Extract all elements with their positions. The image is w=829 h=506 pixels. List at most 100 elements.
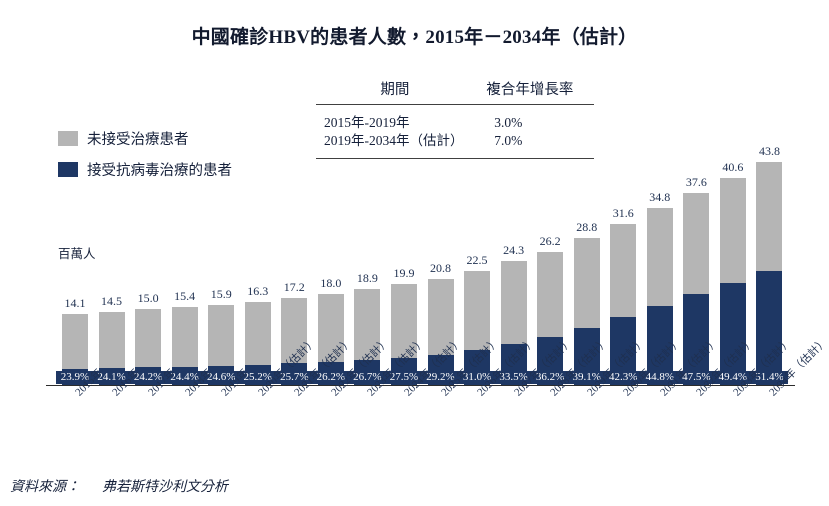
stacked-bar: 24.6% [202, 304, 241, 386]
stacked-bar: 23.9% [56, 313, 94, 386]
bar-total-label: 22.5 [466, 252, 488, 267]
bar-percent-label: 26.2% [311, 370, 350, 384]
bar-total-label: 19.9 [393, 266, 415, 281]
legend-swatch-icon-untreated [58, 131, 78, 146]
bar-percent-label: 31.0% [458, 370, 497, 384]
bar-total-label: 15.0 [137, 291, 159, 306]
source-value: 弗若斯特沙利文分析 [102, 480, 228, 495]
bar-segment-treated: 24.1% [92, 368, 131, 386]
stacked-bar: 24.4% [165, 307, 204, 386]
bar-segment-treated: 26.2% [311, 361, 350, 386]
bar-segment-untreated [62, 313, 88, 369]
stacked-bar: 49.4% [713, 177, 752, 386]
bar-segment-treated: 26.7% [348, 360, 387, 386]
bar-segment-treated: 24.2% [129, 367, 168, 386]
chart-legend: 未接受治療患者 接受抗病毒治療的患者 [58, 128, 232, 190]
bar-total-label: 24.3 [503, 243, 525, 258]
bar-total-label: 17.2 [283, 279, 305, 294]
bar-percent-label: 24.1% [92, 370, 131, 384]
bar-segment-untreated [208, 304, 235, 366]
cagr-table: 期間 複合年增長率 2015年-2019年 3.0% 2019年-2034年（估… [316, 78, 594, 159]
bar-total-label: 37.6 [685, 175, 707, 190]
legend-item-treated: 接受抗病毒治療的患者 [58, 159, 232, 180]
bar-segment-untreated [719, 177, 746, 284]
bar-segment-treated: 25.7% [275, 363, 314, 386]
bar-segment-untreated [281, 297, 308, 364]
bar-percent-label: 27.5% [384, 371, 423, 384]
bar-segment-treated: 47.5% [677, 294, 716, 386]
legend-swatch-icon-treated [58, 162, 78, 177]
bar-segment-treated: 49.4% [713, 283, 752, 386]
stacked-bar: 36.2% [531, 251, 570, 386]
bar-chart-plot-area: 23.9% 14.1 24.1% 14.5 24.2% 15.0 24.4% 15.4 24.6… [55, 140, 800, 386]
cagr-row-period: 2015年-2019年 [324, 115, 410, 130]
source-note: 資料來源： 弗若斯特沙利文分析 [10, 476, 228, 496]
stacked-bar: 24.2% [129, 309, 168, 386]
bar-segment-treated: 24.4% [165, 366, 204, 386]
stacked-bar: 27.5% [384, 284, 423, 386]
bar-total-label: 40.6 [722, 159, 744, 174]
bar-percent-label: 25.2% [238, 371, 277, 384]
stacked-bar: 29.2% [421, 279, 460, 386]
cagr-table-body: 2015年-2019年 3.0% 2019年-2034年（估計） 7.0% [316, 105, 594, 158]
bar-segment-untreated [756, 161, 783, 271]
bar-percent-label: 24.2% [129, 370, 168, 384]
stacked-bar: 42.3% [604, 224, 643, 386]
bar-total-label: 14.1 [64, 295, 86, 310]
bar-segment-treated: 42.3% [604, 317, 643, 386]
bar-segment-untreated [464, 270, 491, 351]
bar-percent-label: 23.9% [56, 371, 94, 384]
stacked-bar: 24.1% [92, 311, 131, 386]
bar-segment-treated: 39.1% [567, 328, 606, 386]
bar-segment-treated: 51.4% [750, 270, 789, 386]
table-row: 2015年-2019年 3.0% [316, 114, 594, 132]
bar-segment-untreated [244, 302, 271, 365]
stacked-bar: 25.7% [275, 297, 314, 386]
bar-total-label: 20.8 [430, 261, 451, 276]
bar-total-label: 34.8 [649, 189, 671, 204]
bar-segment-untreated [427, 279, 454, 355]
bar-percent-label: 26.7% [348, 370, 387, 384]
bar-percent-label: 47.5% [677, 371, 716, 384]
bar-percent-label: 42.3% [604, 371, 643, 384]
bar-segment-treated: 25.2% [238, 364, 277, 386]
bar-percent-label: 49.4% [713, 371, 752, 384]
bar-segment-treated: 36.2% [531, 337, 570, 386]
bar-segment-treated: 23.9% [56, 368, 94, 386]
cagr-table-top-rule [316, 104, 594, 105]
bar-percent-label: 51.4% [750, 371, 789, 384]
cagr-row-rate: 3.0% [494, 115, 523, 130]
bar-percent-label: 25.7% [275, 370, 314, 384]
cagr-table-header-row: 期間 複合年增長率 [316, 78, 594, 104]
bar-segment-treated: 29.2% [421, 354, 460, 386]
bar-total-label: 31.6 [612, 206, 634, 221]
bar-segment-untreated [98, 311, 125, 369]
bar-segment-untreated [610, 224, 637, 318]
bar-segment-untreated [390, 284, 417, 358]
y-axis-unit-label: 百萬人 [58, 247, 96, 261]
table-row: 2019年-2034年（估計） 7.0% [316, 132, 594, 150]
bar-segment-treated: 31.0% [458, 350, 497, 386]
bar-segment-treated: 44.8% [640, 306, 679, 386]
bar-segment-treated: 27.5% [384, 357, 423, 386]
stacked-bar: 26.2% [311, 293, 350, 386]
bar-segment-untreated [171, 307, 198, 367]
cagr-header-period: 期間 [380, 82, 410, 98]
bar-total-label: 26.2 [539, 233, 561, 248]
bar-segment-untreated [135, 309, 162, 368]
stacked-bar: 31.0% [458, 270, 497, 386]
cagr-row-rate: 7.0% [494, 133, 523, 148]
bar-total-label: 16.3 [247, 284, 269, 299]
page-title: 中國確診HBV的患者人數，2015年－2034年（估計） [191, 27, 638, 48]
bar-segment-untreated [573, 238, 600, 329]
x-axis-label-group: 2015年 2016年 2017年 2018年 2019年 2020年（估計） 2021年（… [55, 336, 829, 458]
bar-segment-treated: 24.6% [202, 365, 241, 386]
bar-percent-label: 36.2% [531, 371, 570, 384]
legend-label-treated: 接受抗病毒治療的患者 [87, 163, 232, 179]
bar-percent-label: 29.2% [421, 370, 460, 384]
legend-label-untreated: 未接受治療患者 [87, 132, 189, 148]
stacked-bar: 39.1% [567, 238, 606, 386]
cagr-header-rate: 複合年增長率 [486, 82, 574, 98]
bar-segment-untreated [683, 193, 710, 295]
bar-total-label: 15.9 [210, 286, 232, 301]
